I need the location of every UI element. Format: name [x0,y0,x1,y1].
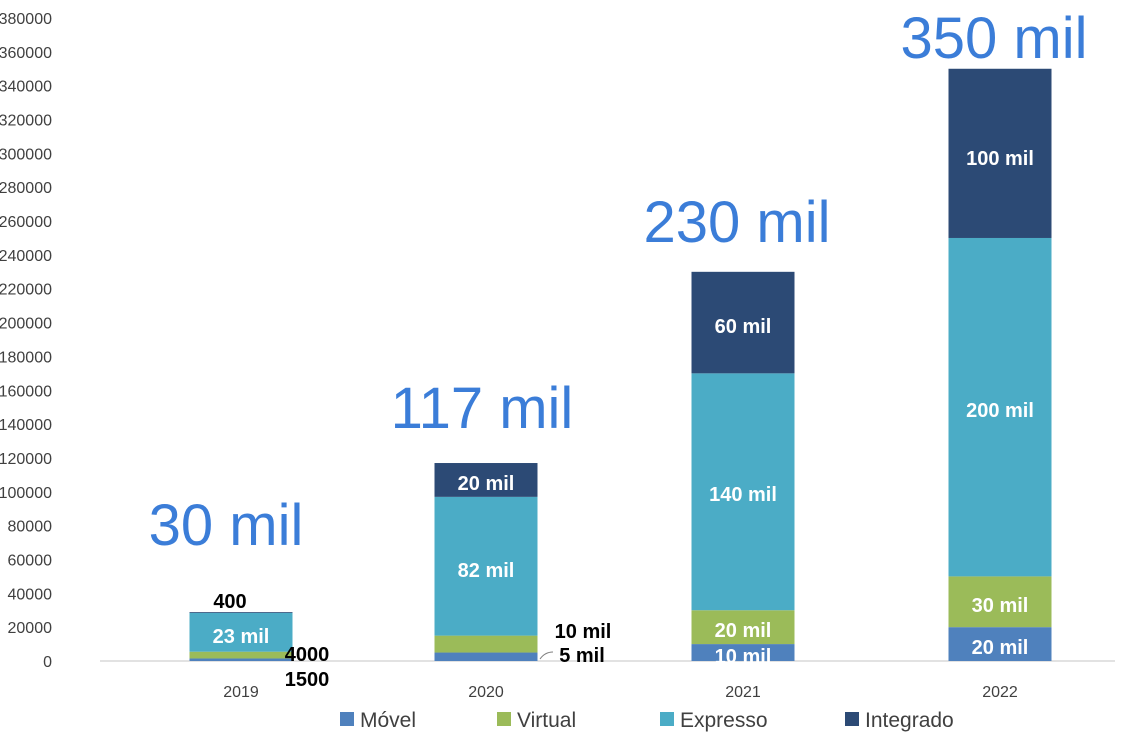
segment-label: 100 mil [966,148,1034,170]
segment-label: 10 mil [715,646,772,668]
y-tick-label: 240000 [0,248,52,265]
segment-label: 23 mil [213,626,270,648]
y-tick-label: 280000 [0,180,52,197]
bar-segment-integrado [948,68,1052,238]
bar-segment-virtual [948,576,1052,628]
segment-label: 30 mil [972,595,1029,617]
y-tick-label: 360000 [0,45,52,62]
y-tick-label: 60000 [8,552,53,569]
bar-segment-mvel [948,627,1052,661]
total-label: 30 mil [149,493,304,558]
bar-segment-virtual [691,610,795,645]
total-label: 117 mil [391,376,574,441]
legend-swatch [660,712,674,726]
y-tick-label: 100000 [0,485,52,502]
bar-segment-expresso [189,612,293,652]
x-tick-label: 2021 [725,684,761,701]
segment-label: 60 mil [715,316,772,338]
y-tick-label: 220000 [0,282,52,299]
y-tick-label: 320000 [0,113,52,130]
bar-segment-mvel [691,644,795,661]
legend-label: Virtual [517,709,576,732]
bar-segment-integrado [189,612,293,613]
segment-label: 1500 [285,669,330,691]
y-tick-label: 200000 [0,316,52,333]
y-tick-label: 20000 [8,620,53,637]
bar-segment-mvel [434,652,538,661]
total-label: 350 mil [901,6,1088,71]
bar-segment-expresso [691,373,795,611]
bar-segment-expresso [948,237,1052,577]
y-tick-label: 300000 [0,146,52,163]
y-tick-label: 80000 [8,519,53,536]
legend-label: Expresso [680,709,768,732]
segment-label: 4000 [285,644,330,666]
segment-label: 400 [213,591,246,613]
bar-segment-integrado [691,271,795,374]
legend-swatch [845,712,859,726]
segment-label: 10 mil [555,621,612,643]
segment-label: 82 mil [458,560,515,582]
bar-segment-expresso [434,496,538,636]
bar-segment-virtual [189,651,293,659]
y-tick-label: 40000 [8,586,53,603]
segment-label: 20 mil [715,620,772,642]
segment-label: 20 mil [458,473,515,495]
bar-segment-mvel [189,658,293,661]
segment-label: 5 mil [559,645,605,667]
y-tick-label: 380000 [0,11,52,28]
bar-segment-virtual [434,635,538,653]
y-tick-label: 120000 [0,451,52,468]
legend-label: Móvel [360,709,416,732]
bar-segment-integrado [434,463,538,497]
segment-label: 20 mil [972,637,1029,659]
x-tick-label: 2022 [982,684,1018,701]
x-tick-label: 2020 [468,684,504,701]
x-tick-label: 2019 [223,684,259,701]
y-tick-label: 180000 [0,349,52,366]
leader-line [539,651,554,660]
legend-label: Integrado [865,709,954,732]
total-label: 230 mil [644,190,831,255]
y-tick-label: 340000 [0,79,52,96]
y-tick-label: 160000 [0,383,52,400]
segment-label: 140 mil [709,484,777,506]
y-tick-label: 0 [43,654,52,671]
legend-swatch [497,712,511,726]
legend-swatch [340,712,354,726]
segment-label: 200 mil [966,400,1034,422]
y-tick-label: 260000 [0,214,52,231]
y-tick-label: 140000 [0,417,52,434]
